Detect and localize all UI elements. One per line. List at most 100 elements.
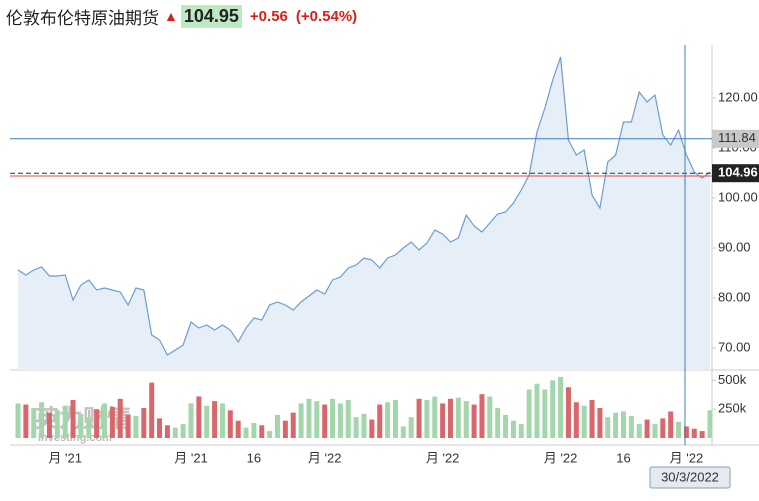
volume-bar (660, 418, 666, 438)
volume-bar (628, 416, 634, 438)
volume-bar (597, 408, 603, 438)
volume-bar (109, 406, 115, 438)
y-tick-label: 90.00 (718, 239, 751, 254)
last-price-box (712, 164, 759, 183)
volume-bar (306, 398, 312, 438)
volume-bar (70, 399, 76, 438)
volume-bar (495, 408, 501, 438)
volume-bar (581, 405, 587, 438)
volume-bar (86, 417, 92, 438)
volume-bar (180, 424, 186, 438)
volume-bar (251, 423, 257, 438)
y-tick-label: 70.00 (718, 339, 751, 354)
area (18, 57, 710, 370)
volume-bar (652, 424, 658, 438)
volume-bar (235, 420, 241, 438)
crosshair-box (712, 129, 759, 148)
change-pct: (+0.54%) (295, 7, 358, 25)
volume-bar (133, 416, 139, 438)
price: 104.95 (180, 4, 242, 28)
volume-bar (573, 402, 579, 438)
crosshair-value: 111.84 (718, 130, 756, 145)
volume-bar (676, 421, 682, 438)
volume-bar (267, 431, 273, 438)
x-tick-label: 月 '21 (174, 450, 208, 465)
volume-bar (455, 397, 461, 438)
volume-bar (691, 428, 697, 438)
volume-bar (164, 425, 170, 438)
date-box (649, 466, 731, 489)
volume-bar (259, 425, 265, 438)
volume-bar (78, 413, 84, 438)
volume-bar (542, 389, 548, 438)
volume-bar (188, 403, 194, 438)
volume-bar (668, 411, 674, 438)
volume-bar (707, 410, 713, 438)
y-tick-label: 500k (718, 372, 747, 387)
x-tick-label: 月 '22 (426, 450, 460, 465)
header: 伦敦布伦特原油期货 ▲ 104.95 +0.56 (+0.54%) (6, 3, 357, 29)
volume-bar (157, 418, 163, 438)
volume-bar (322, 404, 328, 438)
volume-bar (282, 420, 288, 438)
volume-bar (31, 408, 37, 438)
volume-bar (39, 402, 45, 438)
volume-bar (290, 412, 296, 438)
volume-bar (369, 419, 375, 438)
volume-bar (471, 404, 477, 438)
volume-bar (432, 396, 438, 438)
crosshair-date: 30/3/2022 (661, 469, 719, 484)
volume-bar (392, 399, 398, 438)
volume-bar (510, 420, 516, 438)
volume-bar (377, 404, 383, 438)
volume-bar (141, 408, 147, 438)
volume-bar (558, 376, 564, 438)
volume-bar (503, 414, 509, 438)
volume-bar (330, 398, 336, 438)
volume-bar (605, 417, 611, 438)
volume-bar (463, 401, 469, 438)
x-tick-label: 月 '22 (670, 450, 704, 465)
volume-bar (683, 426, 689, 438)
x-tick-label: 16 (247, 450, 261, 465)
y-tick-label: 100.00 (718, 189, 758, 204)
volume-bar (550, 380, 556, 438)
x-tick-label: 月 '21 (48, 450, 82, 465)
title: 伦敦布伦特原油期货 (6, 8, 159, 28)
volume-bar (644, 419, 650, 438)
x-tick-label: 月 '22 (544, 450, 578, 465)
volume-bar (172, 427, 178, 438)
price-line (17, 56, 711, 356)
volume-bar (219, 403, 225, 438)
volume-bar (345, 399, 351, 438)
volume-bar (589, 399, 595, 438)
y-tick-label: 80.00 (718, 289, 751, 304)
volume-bar (565, 387, 571, 438)
volume-bar (518, 424, 524, 438)
volume-bar (361, 413, 367, 438)
volume-bar (487, 396, 493, 438)
volume-bar (440, 403, 446, 438)
volume-bar (102, 403, 107, 438)
up-arrow: ▲ (164, 8, 178, 24)
volume-bar (149, 382, 155, 438)
volume-bar (526, 389, 532, 438)
volume-bar (227, 410, 233, 438)
volume-bar (204, 405, 210, 438)
volume-bar (337, 403, 343, 438)
volume-bar (479, 394, 485, 438)
volume-bar (275, 414, 280, 438)
volume-bar (534, 383, 540, 438)
volume-bar (94, 409, 100, 438)
volume-bar (46, 412, 52, 438)
volume-bar (636, 424, 642, 438)
volume-bar (699, 431, 705, 438)
volume-bar (23, 404, 29, 438)
volume-bar (125, 414, 131, 438)
change: +0.56 (249, 7, 288, 25)
volume-bar (613, 412, 619, 438)
volume-bar (448, 398, 453, 438)
volume-bar (54, 410, 60, 438)
